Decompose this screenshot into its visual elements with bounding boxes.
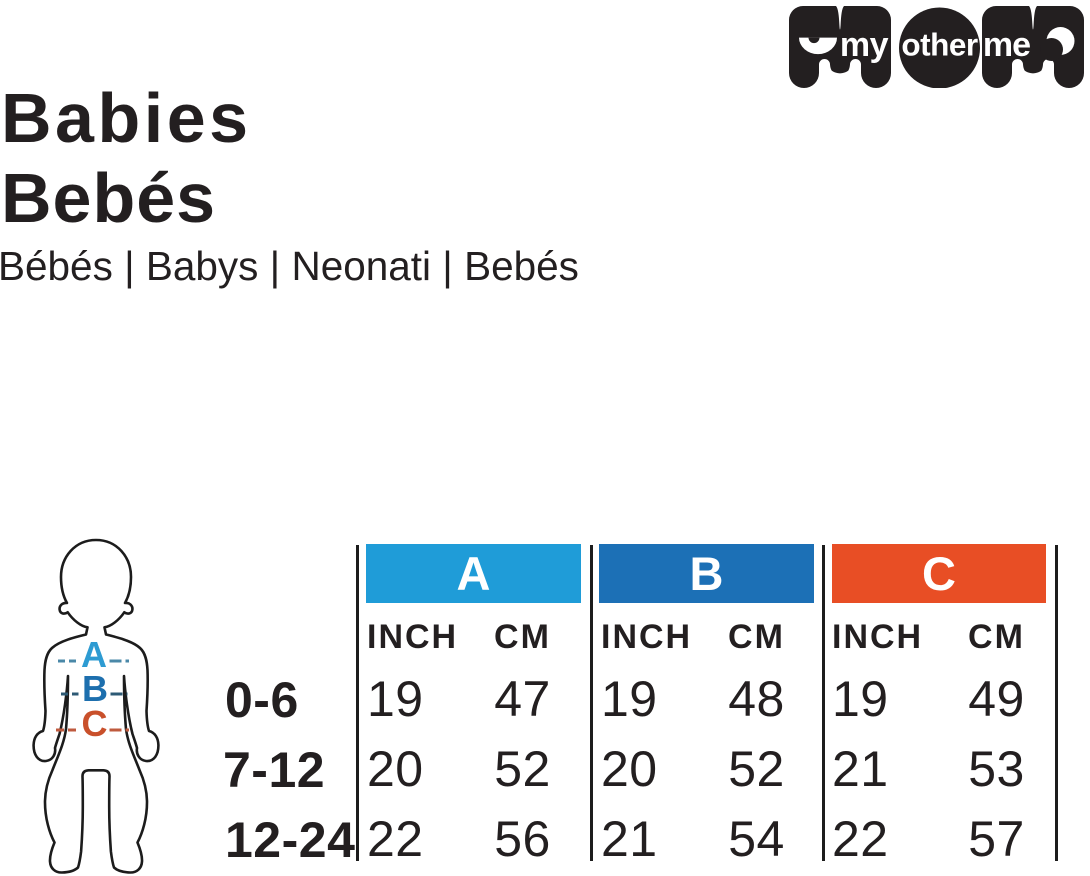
svg-text:my: my <box>840 26 889 64</box>
svg-text:B: B <box>82 668 108 709</box>
svg-text:A: A <box>81 634 107 675</box>
svg-text:C: C <box>82 703 108 744</box>
svg-text:me: me <box>983 26 1030 64</box>
svg-text:other: other <box>901 27 977 63</box>
